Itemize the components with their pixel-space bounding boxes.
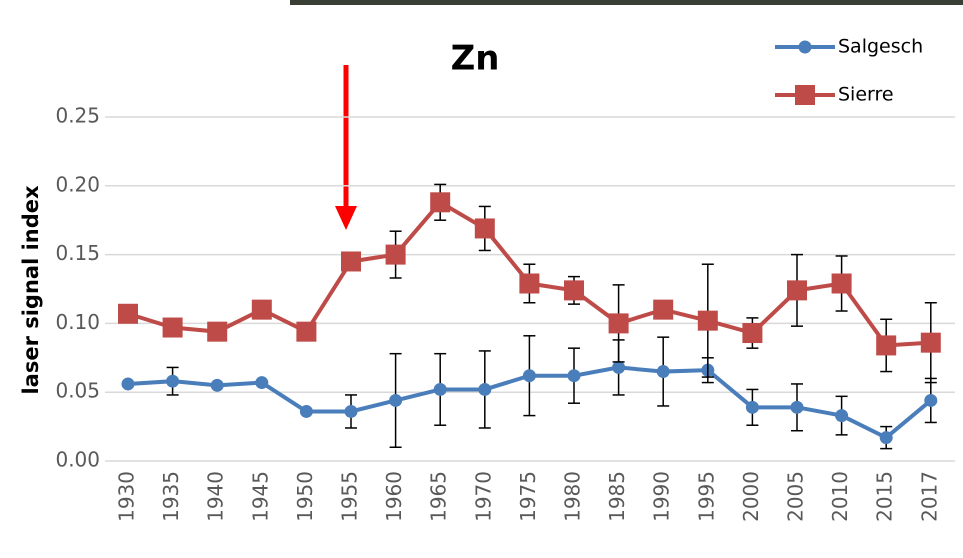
x-tick-label: 1940 <box>204 471 228 522</box>
y-axis-label: laser signal index <box>19 185 43 395</box>
marker <box>300 405 313 418</box>
marker <box>742 323 762 343</box>
marker <box>434 383 447 396</box>
legend-label: Salgesch <box>838 36 923 58</box>
x-tick-label: 1970 <box>471 471 495 522</box>
marker <box>478 383 491 396</box>
marker <box>296 322 316 342</box>
y-tick-label: 0.25 <box>55 104 100 128</box>
x-tick-label: 2010 <box>828 471 852 522</box>
marker <box>653 300 673 320</box>
marker <box>166 375 179 388</box>
x-tick-label: 1930 <box>115 471 139 522</box>
y-tick-label: 0.20 <box>55 172 100 196</box>
x-tick-label: 1980 <box>561 471 585 522</box>
marker <box>612 361 625 374</box>
marker <box>832 273 852 293</box>
x-tick-label: 1990 <box>650 471 674 522</box>
x-tick-label: 1945 <box>248 471 272 522</box>
marker <box>698 311 718 331</box>
marker <box>657 365 670 378</box>
marker <box>255 376 268 389</box>
legend-marker <box>799 41 812 54</box>
annotation-arrow <box>335 65 357 230</box>
marker <box>523 369 536 382</box>
photo-strip <box>290 0 963 5</box>
x-tick-label: 1965 <box>427 471 451 522</box>
marker <box>386 245 406 265</box>
marker <box>118 304 138 324</box>
marker <box>835 409 848 422</box>
chart-title: Zn <box>451 39 500 79</box>
legend-label: Sierre <box>838 84 894 106</box>
x-tick-label: 1960 <box>382 471 406 522</box>
marker <box>921 333 941 353</box>
marker <box>475 218 495 238</box>
marker <box>564 280 584 300</box>
x-tick-label: 1950 <box>293 471 317 522</box>
marker <box>341 251 361 271</box>
marker <box>430 192 450 212</box>
x-tick-label: 1995 <box>694 471 718 522</box>
y-tick-label: 0.15 <box>55 241 100 265</box>
marker <box>345 405 358 418</box>
marker <box>519 273 539 293</box>
x-tick-label: 2017 <box>917 471 941 522</box>
y-tick-label: 0.10 <box>55 310 100 334</box>
x-tick-label: 1975 <box>516 471 540 522</box>
x-tick-label: 2000 <box>739 471 763 522</box>
marker <box>876 335 896 355</box>
marker <box>880 431 893 444</box>
marker <box>924 394 937 407</box>
x-tick-label: 1985 <box>605 471 629 522</box>
marker <box>252 300 272 320</box>
marker <box>211 379 224 392</box>
marker <box>791 401 804 414</box>
marker <box>568 369 581 382</box>
x-tick-label: 1955 <box>338 471 362 522</box>
marker <box>122 377 135 390</box>
marker <box>207 322 227 342</box>
marker <box>609 313 629 333</box>
y-tick-label: 0.00 <box>55 448 100 472</box>
marker <box>787 280 807 300</box>
x-tick-label: 2015 <box>873 471 897 522</box>
x-tick-label: 1935 <box>159 471 183 522</box>
marker <box>163 318 183 338</box>
marker <box>389 394 402 407</box>
legend-marker <box>795 85 815 105</box>
y-tick-label: 0.05 <box>55 379 100 403</box>
chart: Zn laser signal index 0.00 0.05 0.10 0.15 0.… <box>0 0 963 558</box>
x-tick-label: 2005 <box>784 471 808 522</box>
marker <box>746 401 759 414</box>
